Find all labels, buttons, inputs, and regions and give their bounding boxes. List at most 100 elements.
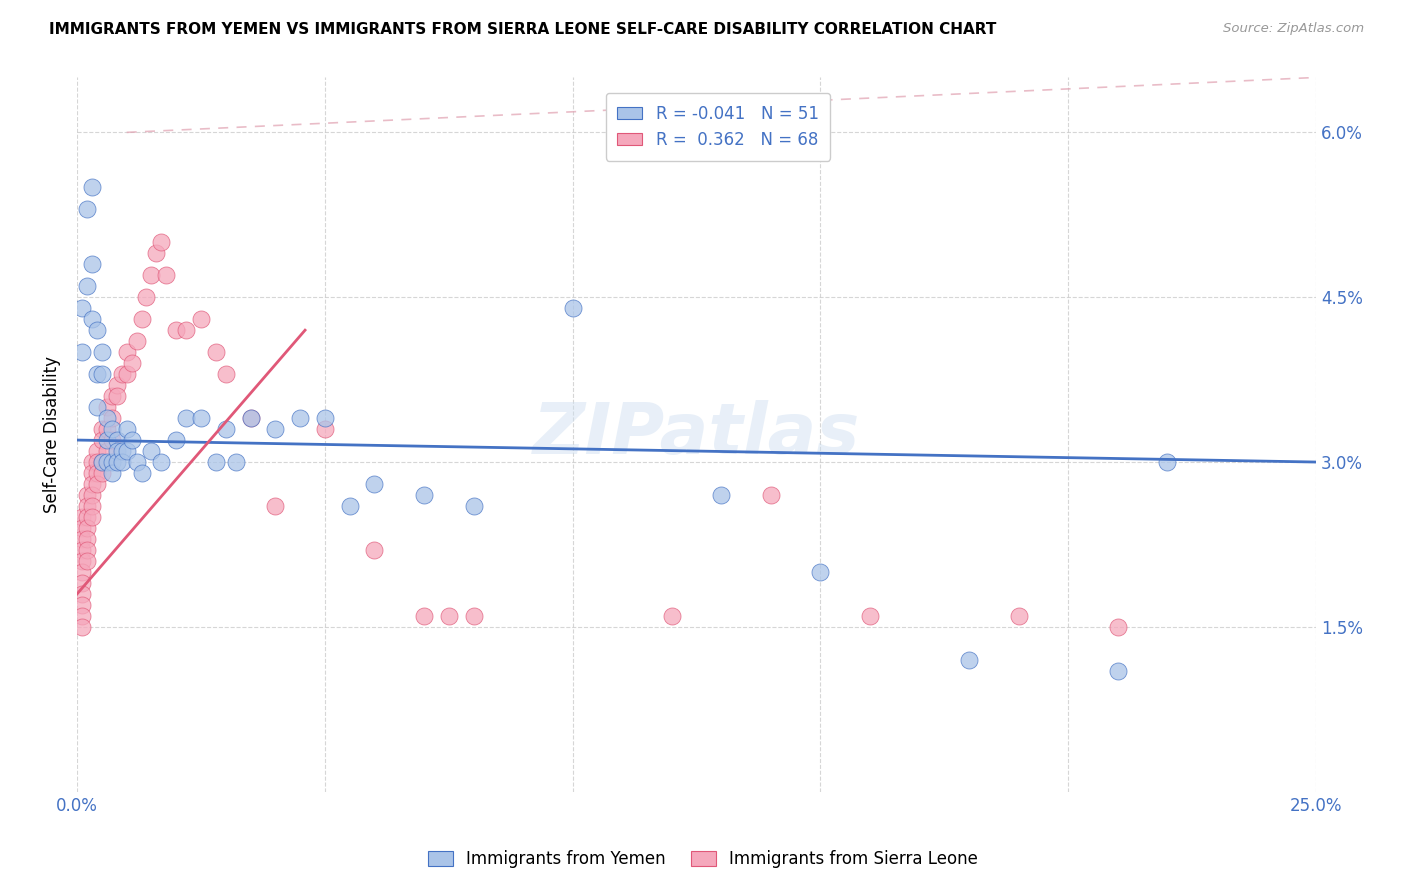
Point: [90, 455, 112, 469]
Point: [174, 411, 197, 425]
Point: [155, 268, 177, 283]
Point: [96, 400, 118, 414]
Point: [165, 323, 187, 337]
Point: [70, 543, 93, 558]
Point: [111, 455, 134, 469]
Point: [70, 345, 93, 359]
Point: [105, 455, 128, 469]
Point: [101, 433, 124, 447]
Point: [239, 411, 262, 425]
Point: [90, 455, 112, 469]
Text: Source: ZipAtlas.com: Source: ZipAtlas.com: [1223, 22, 1364, 36]
Point: [314, 411, 336, 425]
Point: [80, 455, 103, 469]
Point: [86, 477, 108, 491]
Point: [70, 575, 93, 590]
Point: [561, 301, 583, 316]
Point: [90, 466, 112, 480]
Point: [70, 521, 93, 535]
Point: [80, 488, 103, 502]
Point: [205, 455, 228, 469]
Text: IMMIGRANTS FROM YEMEN VS IMMIGRANTS FROM SIERRA LEONE SELF-CARE DISABILITY CORRE: IMMIGRANTS FROM YEMEN VS IMMIGRANTS FROM…: [49, 22, 997, 37]
Point: [174, 323, 197, 337]
Point: [150, 455, 173, 469]
Point: [70, 554, 93, 568]
Point: [288, 411, 311, 425]
Point: [76, 488, 98, 502]
Point: [76, 521, 98, 535]
Point: [76, 554, 98, 568]
Point: [111, 367, 134, 381]
Point: [1156, 455, 1178, 469]
Point: [86, 455, 108, 469]
Point: [70, 565, 93, 579]
Point: [215, 422, 238, 436]
Point: [96, 444, 118, 458]
Legend: R = -0.041   N = 51, R =  0.362   N = 68: R = -0.041 N = 51, R = 0.362 N = 68: [606, 93, 831, 161]
Point: [105, 444, 128, 458]
Point: [190, 411, 212, 425]
Point: [76, 510, 98, 524]
Point: [190, 312, 212, 326]
Point: [264, 499, 287, 513]
Point: [80, 257, 103, 271]
Point: [105, 433, 128, 447]
Point: [80, 477, 103, 491]
Point: [165, 433, 187, 447]
Point: [70, 301, 93, 316]
Point: [145, 246, 167, 260]
Point: [80, 510, 103, 524]
Point: [131, 466, 153, 480]
Point: [90, 422, 112, 436]
Point: [1107, 620, 1129, 634]
Point: [86, 367, 108, 381]
Point: [239, 411, 262, 425]
Point: [150, 235, 173, 250]
Point: [115, 367, 138, 381]
Point: [205, 345, 228, 359]
Point: [141, 268, 163, 283]
Point: [76, 279, 98, 293]
Point: [111, 444, 134, 458]
Point: [80, 312, 103, 326]
Point: [1107, 664, 1129, 678]
Point: [86, 466, 108, 480]
Point: [101, 455, 124, 469]
Point: [363, 543, 385, 558]
Y-axis label: Self-Care Disability: Self-Care Disability: [44, 356, 60, 513]
Point: [135, 290, 157, 304]
Point: [125, 334, 148, 348]
Text: ZIPatlas: ZIPatlas: [533, 401, 860, 469]
Point: [437, 608, 460, 623]
Point: [86, 444, 108, 458]
Point: [76, 499, 98, 513]
Point: [96, 411, 118, 425]
Point: [70, 620, 93, 634]
Point: [70, 510, 93, 524]
Point: [363, 477, 385, 491]
Point: [413, 608, 436, 623]
Point: [86, 323, 108, 337]
Point: [105, 389, 128, 403]
Point: [314, 422, 336, 436]
Point: [76, 202, 98, 217]
Point: [80, 499, 103, 513]
Point: [86, 400, 108, 414]
Point: [264, 422, 287, 436]
Point: [80, 180, 103, 194]
Point: [90, 367, 112, 381]
Point: [131, 312, 153, 326]
Point: [115, 345, 138, 359]
Point: [76, 543, 98, 558]
Point: [759, 488, 782, 502]
Point: [101, 422, 124, 436]
Point: [957, 653, 980, 667]
Point: [105, 378, 128, 392]
Point: [661, 608, 683, 623]
Point: [115, 422, 138, 436]
Point: [339, 499, 361, 513]
Point: [70, 598, 93, 612]
Point: [215, 367, 238, 381]
Point: [70, 608, 93, 623]
Point: [121, 433, 143, 447]
